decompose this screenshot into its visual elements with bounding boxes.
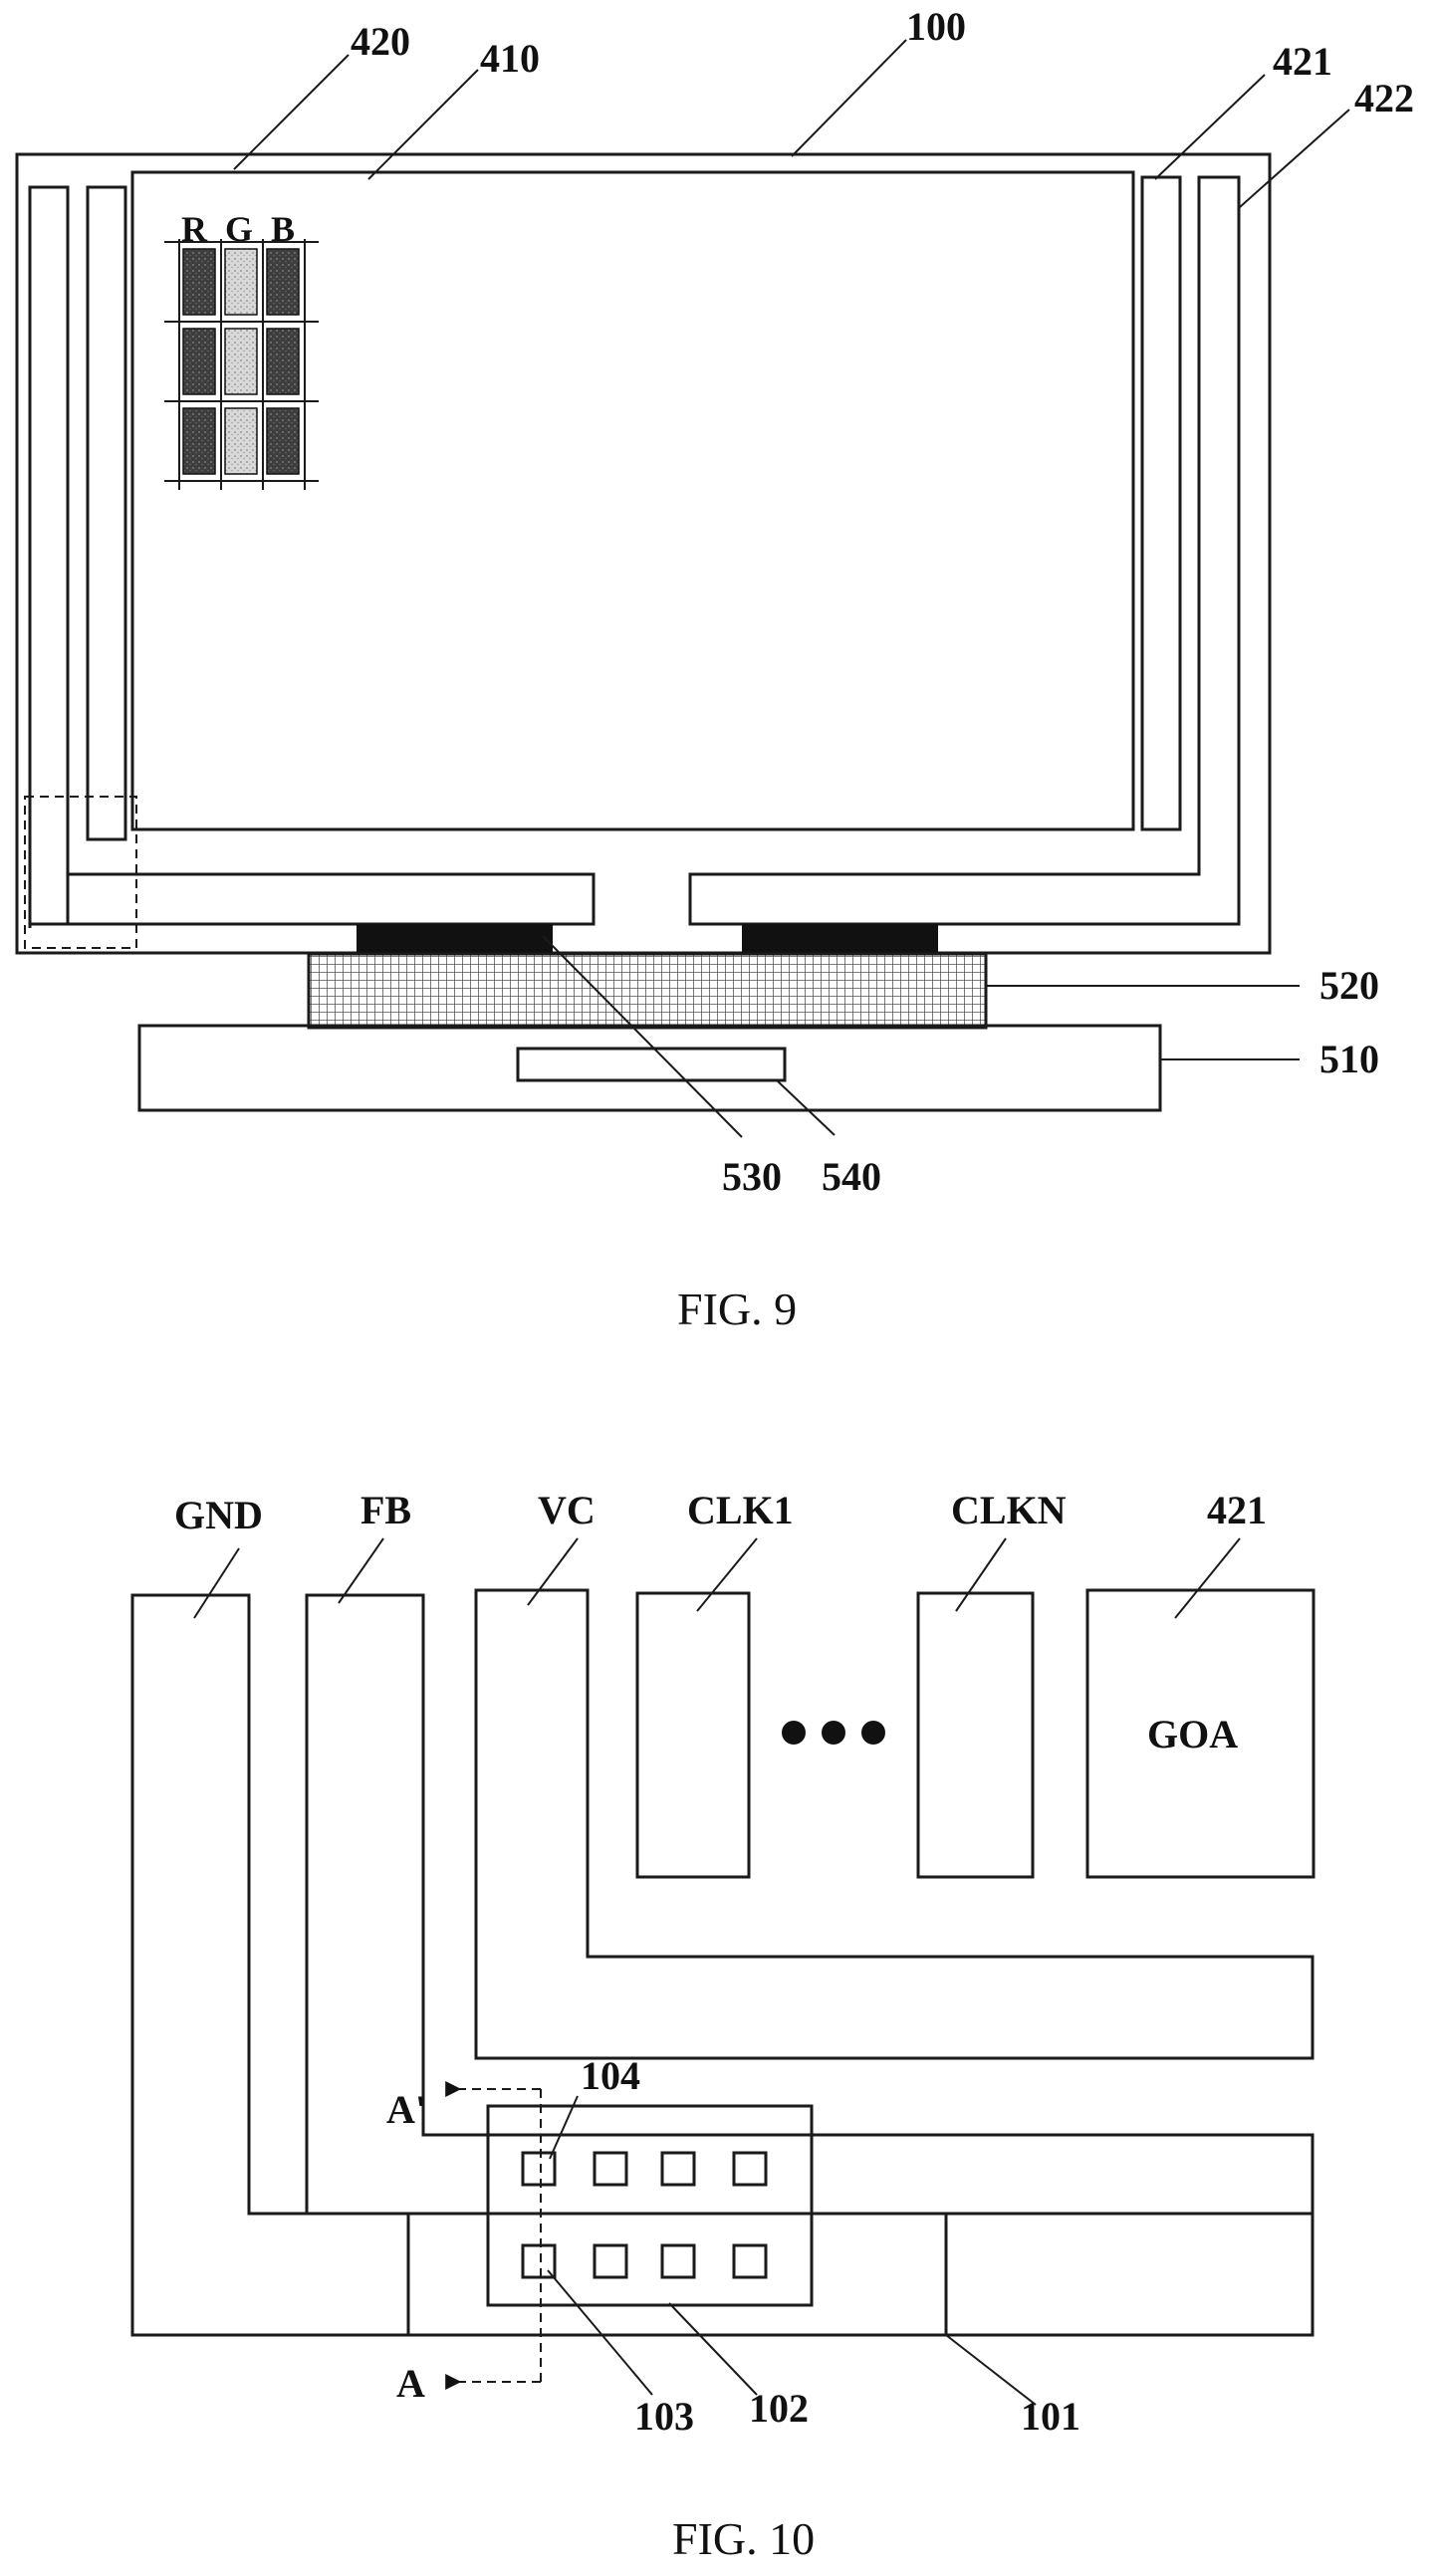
via-103 [734,2245,766,2277]
label-530: 530 [722,1154,782,1199]
label-fb: FB [360,1488,411,1532]
caption-fig10: FIG. 10 [672,2513,815,2564]
label-410: 410 [480,36,540,81]
label-510: 510 [1319,1037,1379,1081]
component-540 [518,1049,785,1080]
fig9: R G B 420 410 100 421 422 520 510 530 54… [17,4,1414,1334]
leader-540 [777,1080,835,1135]
red-subpixel [183,408,215,474]
label-a: A [396,2361,425,2406]
fpc-520 [309,954,986,1028]
leader-100 [792,40,906,156]
label-422: 422 [1354,76,1414,120]
pixel-letter-g: G [225,209,253,249]
pcb-510 [139,1026,1160,1110]
green-subpixel [225,408,257,474]
clk1-line [637,1593,749,1877]
green-subpixel [225,249,257,315]
label-420: 420 [351,19,410,64]
left-strip-outer [30,187,68,924]
left-l-line-420 [30,187,594,928]
fig10: GOA GND FB [132,1488,1314,2564]
vc-line [476,1590,1313,2058]
label-100: 100 [906,4,966,49]
via-104 [734,2153,766,2185]
leader-421 [1155,75,1265,179]
label-102: 102 [749,2386,809,2431]
leader-102 [669,2303,757,2395]
pixel-letter-b: B [271,209,295,249]
label-104: 104 [581,2053,640,2098]
pixel-letter-r: R [181,209,208,249]
caption-fig9: FIG. 9 [677,1284,797,1334]
ellipsis-dot [822,1721,845,1745]
green-subpixel [225,329,257,394]
label-gnd: GND [174,1493,263,1537]
leader-vc [528,1538,578,1605]
leader-422 [1240,110,1349,207]
right-strip-421 [1142,177,1180,829]
label-a-prime: A' [386,2087,426,2132]
label-clkn: CLKN [951,1488,1067,1532]
leader-fb [339,1538,383,1603]
label-103: 103 [634,2394,694,2439]
leader-420 [234,55,349,169]
driver-ic-530-right [742,924,938,954]
label-clk1: CLK1 [687,1488,794,1532]
goa-label: GOA [1147,1712,1238,1756]
ellipsis-dot [861,1721,885,1745]
label-101: 101 [1021,2394,1080,2439]
clkn-line [918,1593,1033,1877]
gnd-line [132,1595,408,2335]
left-strip-inner [88,187,125,839]
right-l-line-422 [690,177,1239,924]
line-101 [408,2214,1313,2335]
leader-gnd [194,1548,239,1618]
blue-subpixel [267,329,299,394]
label-421: 421 [1273,39,1332,84]
via-104 [595,2153,626,2185]
leader-103 [548,2270,652,2395]
fb-line [307,1595,1313,2214]
via-104 [662,2153,694,2185]
leader-421 [1175,1538,1240,1618]
label-vc: VC [538,1488,596,1532]
label-421: 421 [1207,1488,1267,1532]
via-103 [595,2245,626,2277]
label-520: 520 [1319,963,1379,1008]
blue-subpixel [267,408,299,474]
driver-ic-530-left [357,924,553,954]
leader-clkn [956,1538,1006,1611]
red-subpixel [183,329,215,394]
red-subpixel [183,249,215,315]
pixel-array: R G B [164,209,319,490]
blue-subpixel [267,249,299,315]
leader-410 [368,70,478,179]
label-540: 540 [822,1154,881,1199]
via-103 [662,2245,694,2277]
ellipsis-dot [782,1721,806,1745]
